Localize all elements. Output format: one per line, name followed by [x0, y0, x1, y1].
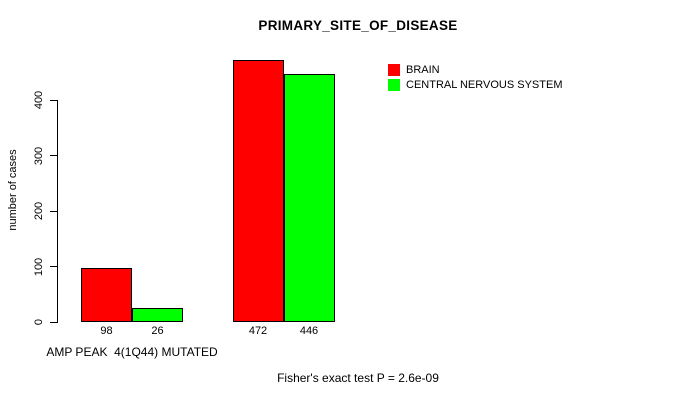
- legend-swatch-central-nervous-system: [388, 79, 400, 91]
- y-axis-tick: [50, 210, 57, 212]
- y-axis-line: [57, 100, 58, 323]
- y-axis-tick-label: 0: [33, 318, 45, 326]
- y-axis-tick: [50, 321, 57, 323]
- stat-test-caption: Fisher's exact test P = 2.6e-09: [277, 371, 439, 385]
- y-axis-tick-label: 200: [33, 201, 45, 221]
- y-axis-tick-label: 100: [33, 257, 45, 276]
- bar-value-label-brain-group1: 98: [100, 325, 113, 337]
- bar-brain-group2: [232, 60, 284, 322]
- bar-central-nervous-system-group2: [283, 74, 335, 322]
- y-axis-tick: [50, 99, 57, 101]
- bar-brain-group1: [81, 267, 132, 322]
- y-axis-tick-label: 300: [33, 146, 45, 165]
- x-category-label: AMP PEAK 4(1Q44) MUTATED: [46, 345, 218, 359]
- legend-label-brain: BRAIN: [406, 64, 440, 76]
- y-axis-tick: [50, 266, 57, 267]
- legend-label-central-nervous-system: CENTRAL NERVOUS SYSTEM: [406, 79, 563, 91]
- y-axis-title: number of cases: [7, 149, 19, 231]
- bar-value-label-brain-group2: 472: [248, 325, 268, 337]
- legend-item-central-nervous-system: CENTRAL NERVOUS SYSTEM: [388, 79, 562, 91]
- bar-value-label-central-nervous-system-group1: 26: [151, 325, 164, 337]
- bar-central-nervous-system-group1: [132, 307, 183, 322]
- bar-value-label-central-nervous-system-group2: 446: [299, 325, 319, 337]
- y-axis-tick-label: 400: [33, 90, 45, 110]
- y-axis-tick: [50, 155, 57, 156]
- legend: BRAIN CENTRAL NERVOUS SYSTEM: [388, 64, 562, 91]
- chart-title: PRIMARY_SITE_OF_DISEASE: [258, 18, 458, 33]
- legend-swatch-brain: [388, 64, 400, 76]
- legend-item-brain: BRAIN: [388, 64, 562, 76]
